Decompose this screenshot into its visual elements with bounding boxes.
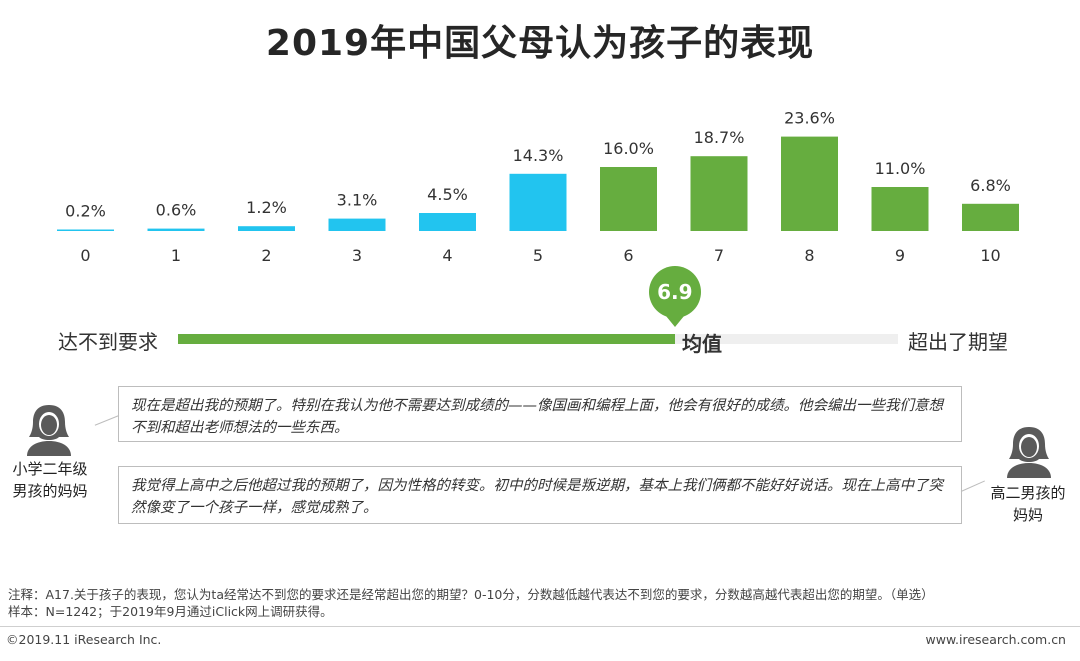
data-label: 3.1% — [337, 191, 378, 210]
bar-2 — [238, 226, 295, 231]
person-label: 高二男孩的 妈妈 — [980, 482, 1076, 526]
x-tick-label: 7 — [714, 246, 724, 265]
footnote-line: 样本：N=1242；于2019年9月通过iClick网上调研获得。 — [8, 604, 333, 619]
data-label: 11.0% — [875, 159, 926, 178]
data-label: 23.6% — [784, 109, 835, 128]
quote-box: 我觉得上高中之后他超过我的预期了，因为性格的转变。初中的时候是叛逆期，基本上我们… — [118, 466, 962, 524]
footnote-line: 注释：A17.关于孩子的表现，您认为ta经常达不到您的要求还是经常超出您的期望？… — [8, 587, 934, 602]
data-label: 4.5% — [427, 185, 468, 204]
x-tick-label: 4 — [442, 246, 452, 265]
data-label: 6.8% — [970, 176, 1011, 195]
x-tick-label: 2 — [261, 246, 271, 265]
page-title: 2019年中国父母认为孩子的表现 — [265, 23, 815, 64]
website-link[interactable]: www.iresearch.com.cn — [925, 632, 1067, 647]
x-tick-label: 0 — [80, 246, 90, 265]
x-tick-label: 1 — [171, 246, 181, 265]
scale-left-label: 达不到要求 — [58, 330, 158, 354]
bar-7 — [690, 156, 748, 231]
data-label: 14.3% — [513, 146, 564, 165]
x-tick-label: 10 — [980, 246, 1000, 265]
person-icon — [27, 405, 71, 456]
footer-divider — [0, 626, 1080, 627]
x-tick-label: 5 — [533, 246, 543, 265]
data-label: 0.2% — [65, 202, 106, 221]
x-tick-label: 6 — [623, 246, 633, 265]
footnote: 注释：A17.关于孩子的表现，您认为ta经常达不到您的要求还是经常超出您的期望？… — [8, 586, 934, 620]
bar-1 — [147, 228, 205, 231]
scale-right-label: 超出了期望 — [908, 330, 1008, 354]
x-tick-label: 8 — [804, 246, 814, 265]
person-label: 小学二年级 男孩的妈妈 — [4, 458, 96, 502]
quote-box: 现在是超出我的预期了。特别在我认为他不需要达到成绩的——像国画和编程上面，他会有… — [118, 386, 962, 442]
bar-0 — [57, 229, 114, 231]
scale-fill — [178, 334, 675, 344]
x-tick-label: 9 — [895, 246, 905, 265]
data-label: 16.0% — [603, 139, 654, 158]
person-label-line: 妈妈 — [1012, 506, 1043, 524]
x-tick-label: 3 — [352, 246, 362, 265]
data-label: 0.6% — [156, 201, 197, 220]
bar-5 — [509, 173, 567, 231]
data-label: 18.7% — [694, 128, 745, 147]
bar-9 — [871, 187, 929, 231]
bar-8 — [781, 136, 838, 231]
bar-6 — [600, 167, 657, 231]
bar-4 — [419, 213, 476, 231]
person-label-line: 男孩的妈妈 — [12, 482, 88, 500]
scale-middle-label: 均值 — [682, 332, 722, 356]
person-icon — [1007, 427, 1051, 478]
person-label-line: 高二男孩的 — [990, 484, 1066, 502]
person-label-line: 小学二年级 — [12, 460, 88, 478]
data-label: 1.2% — [246, 198, 287, 217]
bar-10 — [962, 203, 1019, 231]
bar-3 — [328, 218, 386, 231]
copyright: ©2019.11 iResearch Inc. — [6, 632, 162, 647]
mean-marker: 6.9 — [648, 266, 701, 327]
